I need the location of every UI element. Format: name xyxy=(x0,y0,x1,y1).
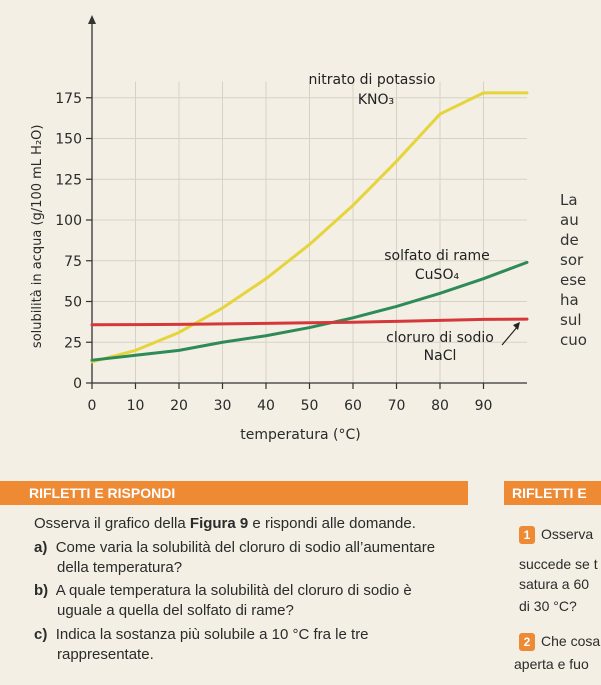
y-tick-label: 0 xyxy=(73,376,82,392)
question-label: a) xyxy=(34,539,48,556)
x-tick-label: 80 xyxy=(431,398,449,414)
right-text: satura a 60 xyxy=(519,576,590,592)
intro-bold: Figura 9 xyxy=(189,515,249,532)
section-title: RIFLETTI E RISPONDI xyxy=(29,485,176,501)
callout-line xyxy=(501,325,519,346)
y-tick-label: 100 xyxy=(55,213,82,229)
y-tick-label: 25 xyxy=(64,335,82,351)
side-line: de xyxy=(560,231,579,249)
y-tick-label: 75 xyxy=(64,254,82,270)
series-line xyxy=(90,317,529,327)
y-tick-label: 50 xyxy=(64,295,82,311)
intro-pre: Osserva il grafico della xyxy=(34,515,190,532)
question-text: della temperatura? xyxy=(57,559,183,576)
x-axis-label: temperatura (°C) xyxy=(240,427,360,443)
right-item-2: 2 Che cosa xyxy=(519,631,600,651)
question-a: a) Come varia la solubilità del cloruro … xyxy=(34,538,504,578)
y-tick-label: 125 xyxy=(55,172,82,188)
y-axis-label: solubilità in acqua (g/100 mL H₂O) xyxy=(30,125,45,349)
side-cut-text: La au de sor ese ha sul cuo xyxy=(560,190,601,350)
x-tick-label: 20 xyxy=(170,398,188,414)
right-text: succede se t xyxy=(519,556,598,572)
x-tick-label: 60 xyxy=(344,398,362,414)
side-line: au xyxy=(560,211,579,229)
chart-svg: 0 10 20 30 40 50 60 70 80 90 0 25 50 75 100 125 150 175 te… xyxy=(30,15,529,443)
side-line: cuo xyxy=(560,331,587,349)
solubility-chart: 0 10 20 30 40 50 60 70 80 90 0 25 50 75 100 125 150 175 te… xyxy=(30,15,529,443)
item-number-badge: 1 xyxy=(519,526,535,544)
intro-post: e rispondi alle domande. xyxy=(248,515,416,532)
y-tick-label: 150 xyxy=(55,132,82,148)
x-tick-label: 90 xyxy=(475,398,493,414)
series-formula: KNO₃ xyxy=(358,92,394,108)
question-text: A quale temperatura la solubilità del cl… xyxy=(55,582,412,599)
side-line: La xyxy=(560,191,578,209)
right-item-1: 1 Osserva xyxy=(519,524,593,544)
item-number-badge: 2 xyxy=(519,633,535,651)
x-tick-label: 50 xyxy=(301,398,319,414)
question-text: rappresentate. xyxy=(57,646,154,663)
series-line xyxy=(90,91,529,364)
side-line: ese xyxy=(560,271,587,289)
x-tick-label: 30 xyxy=(214,398,232,414)
question-label: c) xyxy=(34,626,48,643)
series-label: solfato di rame xyxy=(384,248,490,264)
section-title-right: RIFLETTI E xyxy=(512,485,587,501)
question-text: uguale a quella del solfato di rame? xyxy=(57,602,294,619)
right-text: Che cosa xyxy=(541,633,601,649)
side-line: sul xyxy=(560,311,582,329)
series-label: cloruro di sodio xyxy=(386,330,494,346)
section-title-bar: RIFLETTI E RISPONDI xyxy=(0,481,468,505)
section-title-bar-right: RIFLETTI E xyxy=(504,481,601,505)
right-text: Osserva xyxy=(541,526,594,542)
question-b: b) A quale temperatura la solubilità del… xyxy=(34,581,504,621)
callout-arrowhead xyxy=(513,322,520,330)
series-formula: NaCl xyxy=(424,348,457,364)
x-tick-label: 0 xyxy=(88,398,97,414)
question-c: c) Indica la sostanza più solubile a 10 … xyxy=(34,625,504,665)
question-label: b) xyxy=(34,582,49,599)
x-tick-label: 40 xyxy=(257,398,275,414)
x-tick-label: 10 xyxy=(127,398,145,414)
series-line xyxy=(90,260,529,362)
question-text: Indica la sostanza più solubile a 10 °C … xyxy=(55,626,369,643)
x-tick-label: 70 xyxy=(388,398,406,414)
question-text: Come varia la solubilità del cloruro di … xyxy=(55,539,436,556)
intro-text: Osserva il grafico della Figura 9 e risp… xyxy=(34,514,416,534)
right-text: di 30 °C? xyxy=(519,598,577,614)
right-text: aperta e fuo xyxy=(514,656,589,672)
side-line: ha xyxy=(560,291,579,309)
y-tick-label: 175 xyxy=(55,91,82,107)
series-label: nitrato di potassio xyxy=(309,72,436,88)
side-line: sor xyxy=(560,251,584,269)
series-formula: CuSO₄ xyxy=(415,267,460,283)
y-axis-arrow xyxy=(88,15,96,24)
